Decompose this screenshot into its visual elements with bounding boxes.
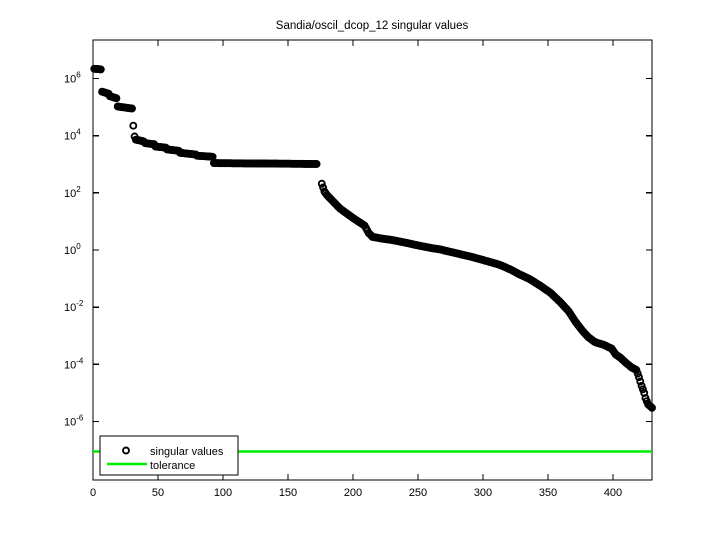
data-point-marker <box>96 65 105 74</box>
y-tick-label: 102 <box>64 185 81 200</box>
x-tick-label: 400 <box>604 487 622 499</box>
x-tick-label: 250 <box>409 487 427 499</box>
legend-marker-icon <box>122 446 130 455</box>
x-tick-label: 350 <box>539 487 557 499</box>
y-tick-label: 10-2 <box>64 299 84 314</box>
x-tick-label: 0 <box>90 487 96 499</box>
data-point-marker <box>312 160 321 168</box>
axis-ticks <box>92 40 652 480</box>
data-point-marker <box>129 121 138 130</box>
singular-values-series <box>90 64 656 412</box>
y-tick-labels: 106 104 102 100 10-2 10-4 10-6 <box>64 71 84 429</box>
data-point-marker <box>128 104 136 113</box>
y-tick-label: 10-4 <box>64 356 84 371</box>
y-tick-label: 106 <box>64 71 81 86</box>
legend-box <box>99 435 239 476</box>
y-tick-label: 10-6 <box>64 413 84 428</box>
data-point-marker <box>648 403 656 412</box>
y-tick-label: 100 <box>64 242 81 257</box>
data-point-marker <box>636 377 645 386</box>
data-point-marker <box>112 94 121 103</box>
plot-axes-box <box>92 39 653 481</box>
legend-label-tolerance: tolerance <box>150 460 195 472</box>
data-point-marker <box>633 369 642 378</box>
x-tick-label: 100 <box>214 487 232 499</box>
legend-label-singular-values: singular values <box>150 446 224 458</box>
x-tick-label: 150 <box>279 487 297 499</box>
x-tick-label: 50 <box>152 487 164 499</box>
data-point-marker <box>317 179 326 188</box>
data-point-marker <box>632 366 641 374</box>
chart-title: Sandia/oscil_dcop_12 singular values <box>276 20 469 32</box>
x-tick-labels: 0 50 100 150 200 250 300 350 400 <box>90 487 622 499</box>
x-tick-label: 200 <box>344 487 362 499</box>
data-point-marker <box>638 385 647 394</box>
legend: singular values tolerance <box>99 435 239 476</box>
y-tick-label: 104 <box>64 128 81 143</box>
x-tick-label: 300 <box>474 487 492 499</box>
data-point-marker <box>635 373 643 382</box>
